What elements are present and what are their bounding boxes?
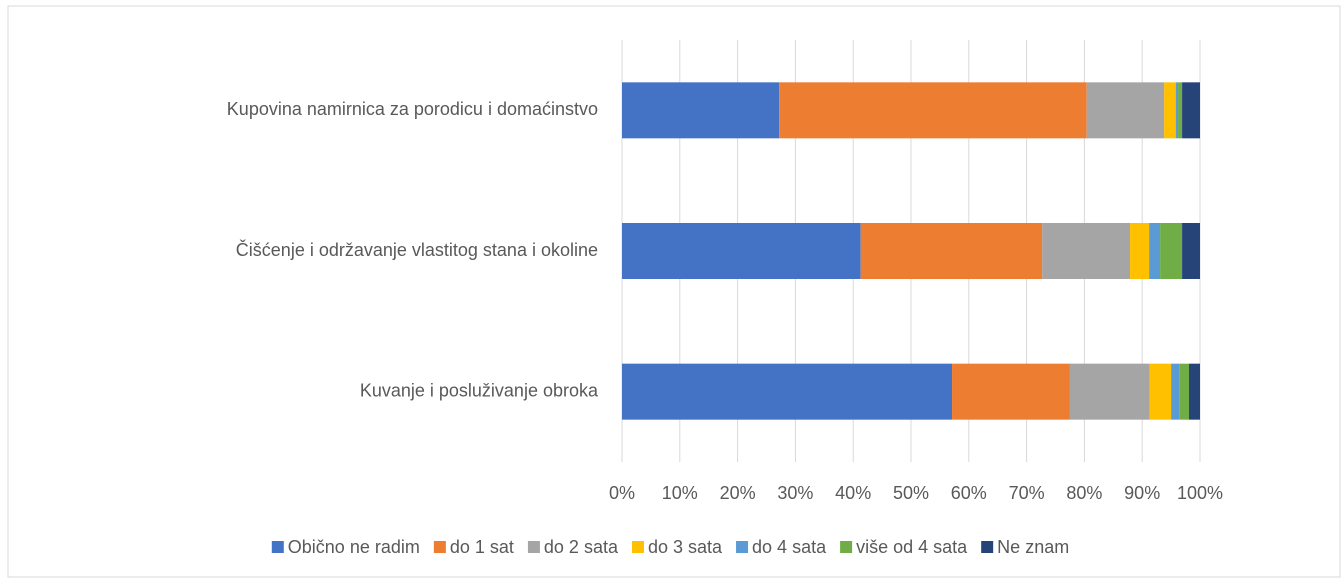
y-tick-label: Kupovina namirnica za porodicu i domaćin… [227,99,598,119]
legend-swatch [631,541,644,553]
y-tick-label: Čišćenje i održavanje vlastitog stana i … [236,239,598,260]
bar-segment [1069,363,1150,420]
x-tick-label: 80% [1066,483,1102,503]
legend: Obično ne radim do 1 sat do 2 sata do 3 sat… [271,537,1069,557]
x-tick-label: 100% [1177,483,1223,503]
x-tick-label: 20% [720,483,756,503]
legend-swatch [527,541,540,553]
y-tick-label: Kuvanje i posluživanje obroka [360,380,599,400]
bar-segment [1178,82,1183,139]
legend-swatch [433,541,446,553]
x-tick-label: 70% [1009,483,1045,503]
legend-label: više od 4 sata [856,537,968,557]
legend-label: do 2 sata [544,537,619,557]
legend-label: Obično ne radim [288,537,420,557]
legend-swatch [840,541,853,553]
bar-segment [1175,82,1179,139]
bar-segment [1179,363,1190,420]
bar-segment [1086,82,1165,139]
x-tick-label: 30% [777,483,813,503]
x-tick-label: 60% [951,483,987,503]
x-tick-label: 40% [835,483,871,503]
bar-segment [860,223,1043,279]
legend-label: do 1 sat [450,537,514,557]
bar-segment [1149,223,1161,279]
bar-segment [1042,223,1131,279]
legend-label: do 4 sata [752,537,827,557]
bar-segment [1130,223,1150,279]
bar-segment [1189,363,1200,420]
x-tick-label: 0% [609,483,635,503]
bar-segment [1160,223,1183,279]
x-tick-label: 10% [662,483,698,503]
bar-segment [1149,363,1172,420]
bar-segment [1171,363,1180,420]
bar-segment [622,82,780,139]
x-tick-label: 90% [1124,483,1160,503]
legend-swatch [271,541,284,553]
legend-label: do 3 sata [648,537,723,557]
bar-segment [622,223,861,279]
x-tick-label: 50% [893,483,929,503]
bar-segment [1182,223,1200,279]
bar-segment [952,363,1070,420]
bar-segment [622,363,953,420]
legend-swatch [981,541,994,553]
bar-segment [1182,82,1200,139]
legend-label: Ne znam [997,537,1069,557]
legend-swatch [736,541,749,553]
bar-segment [1164,82,1176,139]
bar-segment [779,82,1087,139]
